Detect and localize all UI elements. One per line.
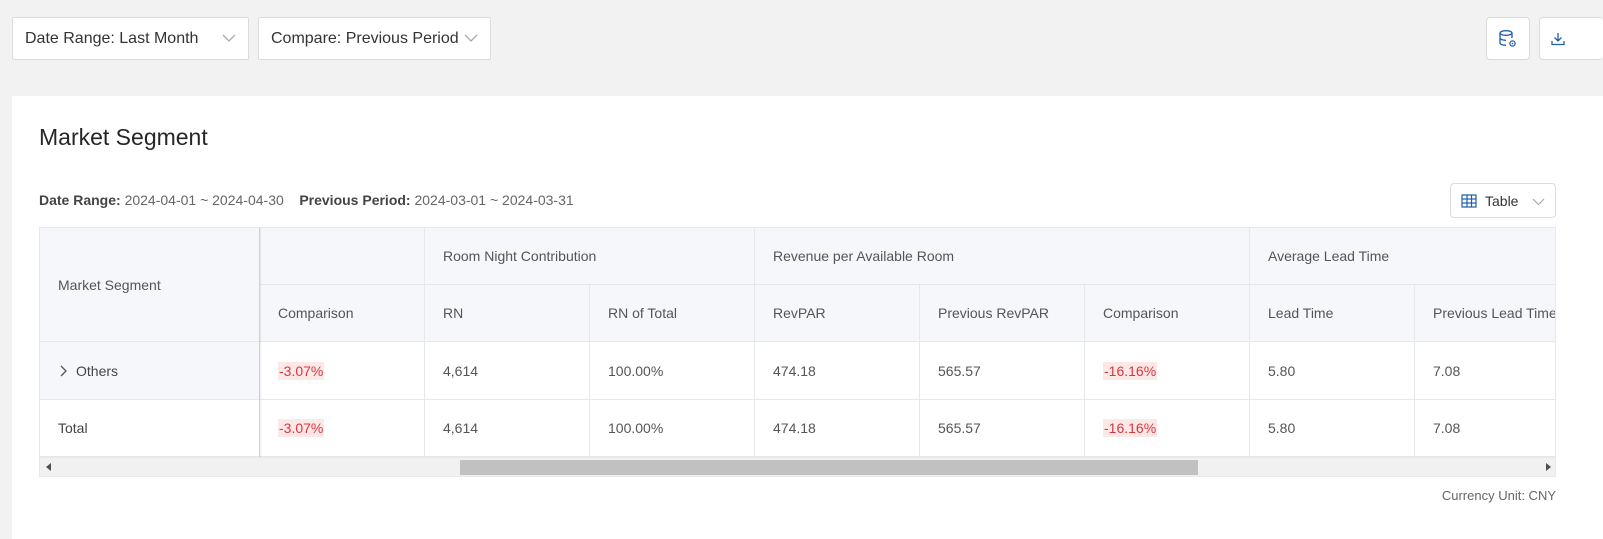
group-header-lead-time: Average Lead Time (1250, 228, 1555, 285)
compare-label: Compare: Previous Period (271, 29, 459, 47)
previous-period-label: Previous Period: (299, 192, 411, 208)
table-cell: -3.07% (260, 400, 425, 457)
negative-value: -16.16% (1103, 419, 1158, 437)
segment-name: Others (76, 362, 119, 379)
table-cell: -16.16% (1085, 400, 1250, 457)
group-header-room-night: Room Night Contribution (425, 228, 755, 285)
market-segment-card: Market Segment Date Range: 2024-04-01 ~ … (12, 96, 1603, 539)
group-header-revpar: Revenue per Available Room (755, 228, 1250, 285)
table-cell: 5.80 (1250, 400, 1415, 457)
table-cell: 5.80 (1250, 342, 1415, 400)
date-range-label: Date Range: Last Month (25, 29, 199, 47)
card-title: Market Segment (39, 124, 208, 150)
database-settings-icon (1499, 29, 1516, 47)
chevron-down-icon (464, 34, 478, 42)
table-row-others-segment[interactable]: Others (40, 342, 260, 400)
date-range-value: 2024-04-01 ~ 2024-04-30 (124, 192, 284, 208)
column-header-revpar-comparison: Comparison (1085, 285, 1250, 342)
view-type-label: Table (1485, 192, 1519, 209)
negative-value: -16.16% (1103, 361, 1158, 380)
table-cell: 565.57 (920, 400, 1085, 457)
table-cell: -3.07% (260, 342, 425, 400)
date-range-dropdown[interactable]: Date Range: Last Month (12, 17, 249, 60)
column-header-rn-of-total: RN of Total (590, 285, 755, 342)
table-cell: 565.57 (920, 342, 1085, 400)
previous-period-value: 2024-03-01 ~ 2024-03-31 (414, 192, 574, 208)
chevron-down-icon (1532, 198, 1545, 206)
table-cell: 7.08 (1415, 342, 1555, 400)
column-header-previous-lead-time: Previous Lead Time (1415, 285, 1555, 342)
download-icon (1551, 32, 1565, 45)
segment-table: Market Segment Room Night Contribution R… (39, 227, 1556, 477)
download-button[interactable] (1539, 17, 1603, 60)
table-cell: 100.00% (590, 342, 755, 400)
column-header-previous-revpar: Previous RevPAR (920, 285, 1085, 342)
table-cell: 7.08 (1415, 400, 1555, 457)
segment-name: Total (58, 420, 88, 436)
table-cell: 474.18 (755, 342, 920, 400)
scroll-right-arrow-icon[interactable] (1546, 463, 1551, 471)
table-icon (1461, 193, 1477, 208)
group-header-blank (260, 228, 425, 285)
frozen-column-shadow (259, 228, 262, 457)
currency-unit: Currency Unit: CNY (1441, 488, 1556, 503)
column-header-comparison: Comparison (260, 285, 425, 342)
negative-value: -3.07% (278, 419, 325, 437)
compare-dropdown[interactable]: Compare: Previous Period (258, 17, 491, 60)
horizontal-scrollbar[interactable] (40, 457, 1555, 476)
database-settings-button[interactable] (1486, 17, 1530, 60)
view-type-select[interactable]: Table (1450, 183, 1556, 218)
chevron-right-icon[interactable] (58, 365, 68, 377)
chevron-down-icon (222, 34, 236, 42)
column-header-rn: RN (425, 285, 590, 342)
table-cell: -16.16% (1085, 342, 1250, 400)
column-header-lead-time: Lead Time (1250, 285, 1415, 342)
scroll-left-arrow-icon[interactable] (46, 463, 51, 471)
table-cell: 4,614 (425, 342, 590, 400)
column-header-revpar: RevPAR (755, 285, 920, 342)
negative-value: -3.07% (278, 361, 325, 380)
table-cell: 4,614 (425, 400, 590, 457)
date-range-info: Date Range: 2024-04-01 ~ 2024-04-30 Prev… (39, 192, 574, 208)
table-cell: 474.18 (755, 400, 920, 457)
date-range-label: Date Range: (39, 192, 121, 208)
column-header-market-segment: Market Segment (40, 228, 260, 342)
table-cell: 100.00% (590, 400, 755, 457)
scrollbar-thumb[interactable] (460, 460, 1198, 475)
table-row-total-segment: Total (40, 400, 260, 457)
